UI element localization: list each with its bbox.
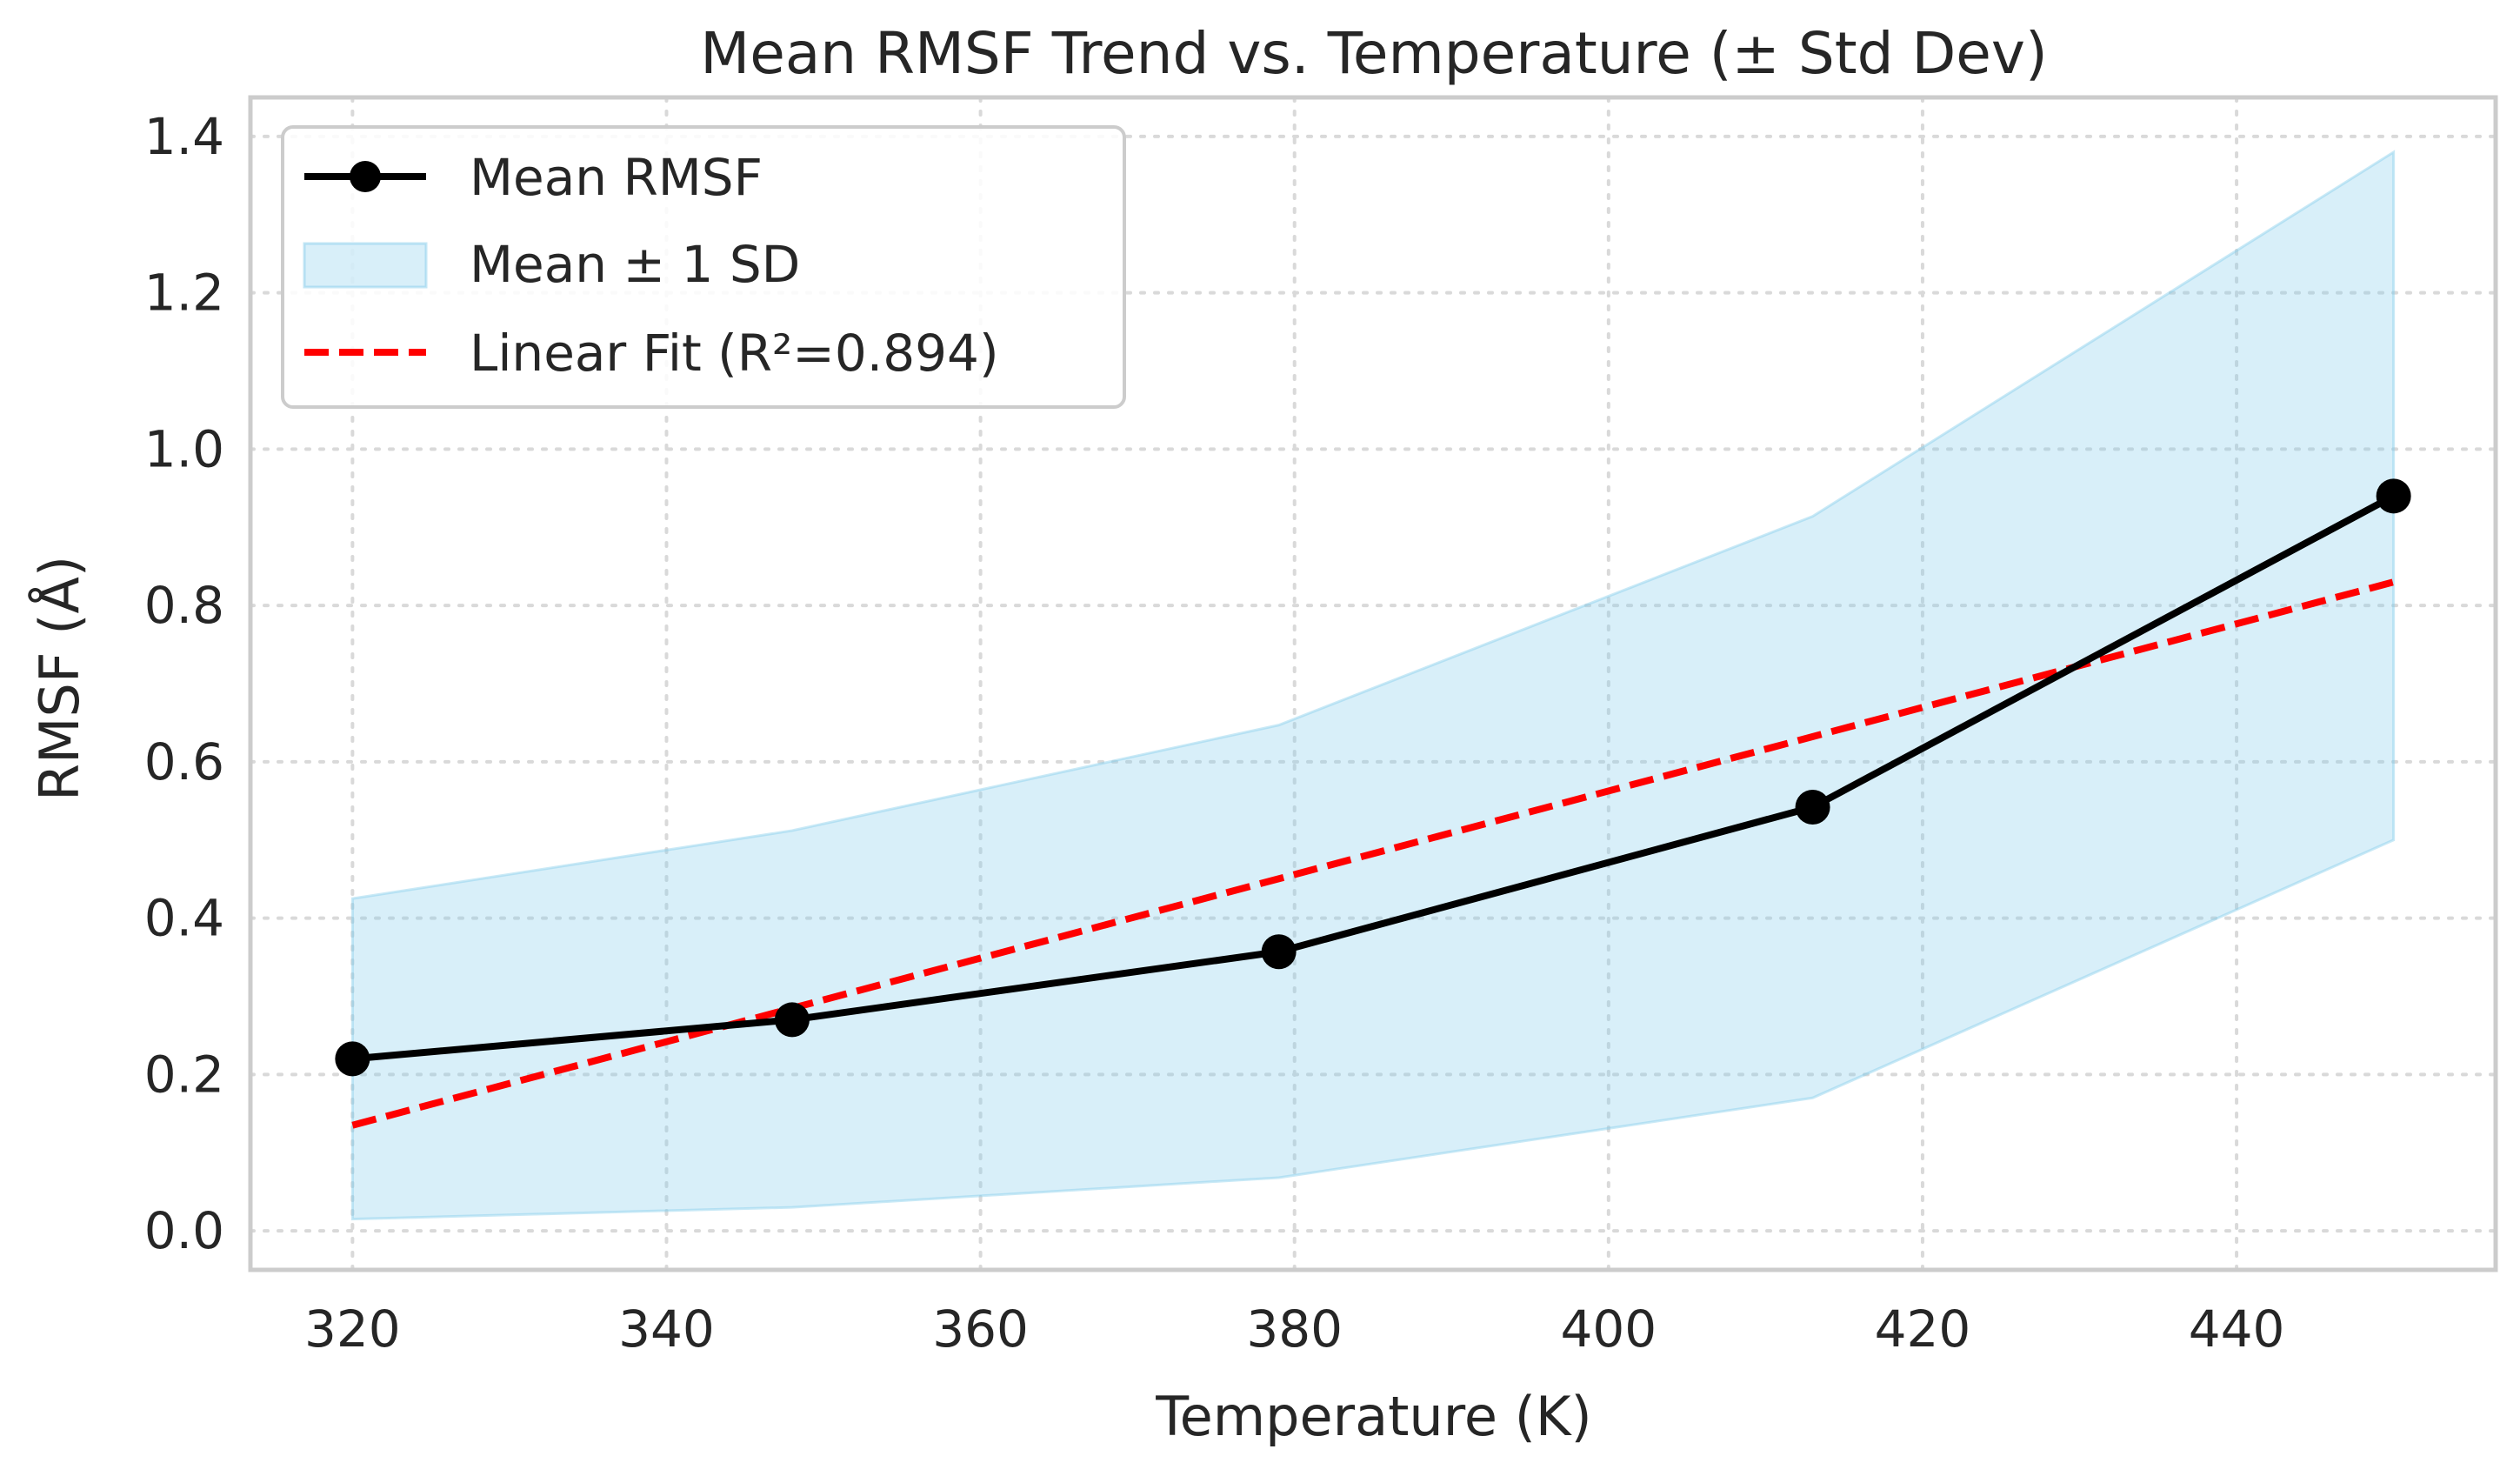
linear-fit-line [351,578,2395,1129]
plot-frame [248,95,2498,1272]
x-tick-label-3: 380 [1246,1299,1343,1359]
mean-rmsf-point-2 [1261,934,1297,970]
x-tick-labels: 320 340 360 380 400 420 440 [304,1299,2284,1359]
legend-label-mean: Mean RMSF [470,148,763,207]
sd-band [350,150,2396,1221]
y-tick-label-1: 0.2 [144,1045,224,1104]
x-tick-label-2: 360 [932,1299,1029,1359]
mean-rmsf-point-4 [2376,478,2411,514]
legend-label-fit: Linear Fit (R²=0.894) [470,324,999,383]
legend-mean-marker [350,161,381,192]
linear-fit-layer [351,578,2395,1129]
sd-band-layer [350,150,2396,1221]
y-tick-label-5: 1.0 [144,419,224,478]
y-tick-label-0: 0.0 [144,1201,224,1260]
mean-rmsf-point-0 [335,1041,370,1077]
y-tick-label-4: 0.8 [144,576,224,635]
legend-band-swatch [303,242,428,289]
y-tick-label-2: 0.4 [144,889,224,948]
legend-label-band: Mean ± 1 SD [470,235,800,294]
x-tick-label-0: 320 [304,1299,401,1359]
x-axis-label: Temperature (K) [1155,1385,1591,1448]
x-tick-label-6: 440 [2189,1299,2285,1359]
x-tick-label-5: 420 [1875,1299,1971,1359]
x-tick-label-4: 400 [1560,1299,1657,1359]
x-tick-label-1: 340 [618,1299,715,1359]
y-tick-label-6: 1.2 [144,264,224,323]
y-tick-label-3: 0.6 [144,732,224,791]
mean-rmsf-point-3 [1795,789,1830,825]
y-tick-labels: 0.0 0.2 0.4 0.6 0.8 1.0 1.2 1.4 [144,107,224,1260]
y-tick-label-7: 1.4 [144,107,224,166]
legend: Mean RMSF Mean ± 1 SD Linear Fit (R²=0.8… [281,125,1126,409]
legend-box [281,125,1126,409]
mean-rmsf-layer [335,478,2411,1077]
chart-title: Mean RMSF Trend vs. Temperature (± Std D… [700,20,2047,87]
mean-rmsf-point-1 [774,1002,810,1038]
y-axis-label: RMSF (Å) [28,556,91,801]
